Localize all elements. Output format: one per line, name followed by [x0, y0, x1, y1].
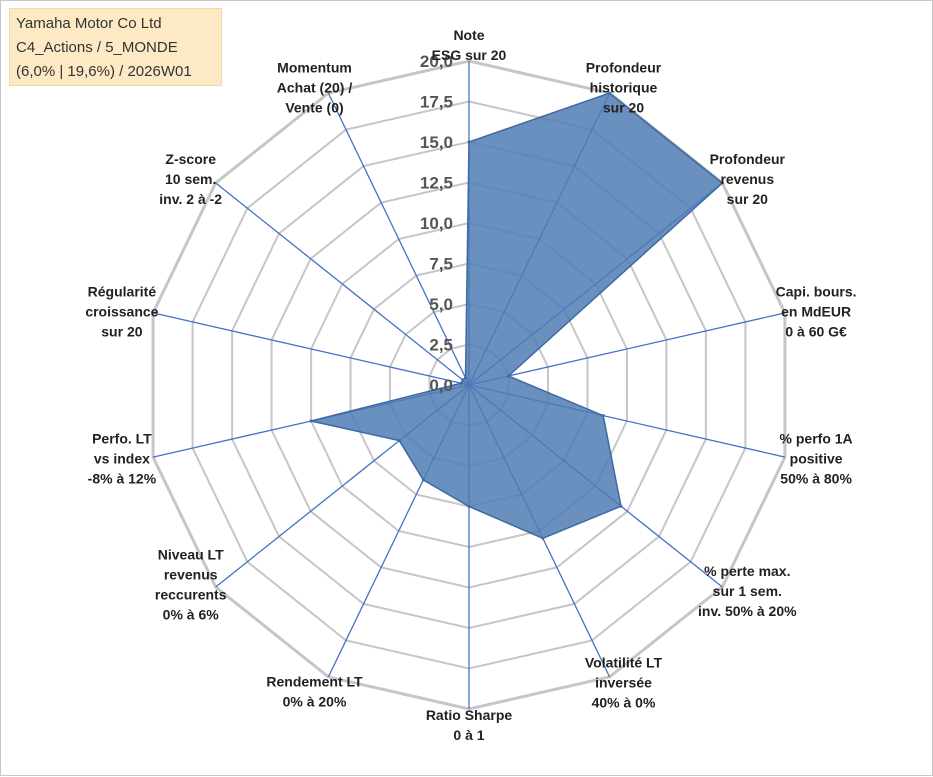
category-label-line: Régularité — [88, 284, 157, 300]
category-label-3: Profondeur revenus sur 20 — [710, 151, 786, 207]
category-label-line: Achat (20) / — [277, 80, 353, 96]
category-label-line: inv. 2 à -2 — [159, 191, 222, 207]
category-label-line: Profondeur — [710, 151, 786, 167]
category-label-line: 40% à 0% — [592, 694, 656, 710]
category-label-line: revenus — [720, 171, 774, 187]
category-label-line: 0% à 20% — [283, 693, 347, 709]
data-point-3 — [720, 181, 724, 185]
tick-label-0: 0,0 — [429, 376, 453, 395]
category-label-line: inversée — [595, 674, 652, 690]
category-label-line: sur 20 — [603, 100, 644, 116]
data-point-10 — [397, 439, 401, 443]
tick-label-2: 5,0 — [429, 295, 453, 314]
data-point-7 — [541, 536, 545, 540]
data-point-8 — [467, 505, 471, 508]
category-label-line: Capi. bours. — [776, 284, 857, 300]
category-label-line: Vente (0) — [285, 100, 343, 116]
data-point-12 — [459, 381, 463, 385]
category-label-10: Niveau LT revenus reccurents 0% à 6% — [155, 547, 227, 623]
tick-label-1: 2,5 — [429, 336, 453, 355]
spoke-12 — [152, 312, 470, 386]
category-label-line: croissance — [85, 304, 158, 320]
category-label-line: -8% à 12% — [88, 470, 157, 486]
category-label-line: sur 20 — [727, 191, 768, 207]
data-point-4 — [507, 374, 510, 378]
data-point-5 — [601, 414, 605, 418]
series-area-1 — [310, 92, 724, 540]
category-label-11: Perfo. LT vs index -8% à 12% — [88, 430, 157, 486]
category-label-line: revenus — [164, 567, 218, 583]
tick-label-5: 12,5 — [420, 174, 453, 193]
category-label-line: Perfo. LT — [92, 430, 152, 446]
category-label-line: inv. 50% à 20% — [698, 603, 797, 619]
portfolio-path: C4_Actions / 5_MONDE — [16, 39, 178, 56]
category-label-9: Rendement LT 0% à 20% — [266, 673, 363, 709]
tick-label-6: 15,0 — [420, 133, 453, 152]
tick-label-3: 7,5 — [429, 255, 453, 274]
tick-label-4: 10,0 — [420, 214, 453, 233]
data-point-11 — [309, 419, 313, 423]
category-label-13: Z-score 10 sem. inv. 2 à -2 — [159, 151, 222, 207]
category-label-line: ESG sur 20 — [432, 47, 507, 63]
tick-label-8: 20,0 — [420, 52, 453, 71]
data-point-13 — [461, 378, 465, 382]
category-label-line: vs index — [94, 450, 150, 466]
category-label-line: 0% à 6% — [163, 607, 220, 623]
spoke-13 — [215, 182, 470, 386]
category-label-line: sur 20 — [101, 324, 142, 340]
category-label-6: % perte max. sur 1 sem. inv. 50% à 20% — [698, 563, 797, 619]
spoke-14 — [327, 92, 470, 386]
category-label-line: Rendement LT — [266, 673, 363, 689]
category-label-line: positive — [790, 450, 843, 466]
category-label-line: sur 1 sem. — [713, 583, 782, 599]
spoke-4 — [468, 312, 786, 386]
category-label-line: Ratio Sharpe — [426, 707, 513, 723]
category-label-line: historique — [590, 80, 658, 96]
category-label-line: Niveau LT — [158, 547, 224, 563]
category-label-line: Note — [453, 27, 484, 43]
category-label-line: en MdEUR — [781, 304, 851, 320]
category-label-12: Régularité croissance sur 20 — [85, 284, 158, 340]
category-label-1: Note ESG sur 20 — [432, 27, 507, 63]
tick-label-7: 17,5 — [420, 93, 453, 112]
tick-layer: 0,0 2,5 5,0 7,5 10,0 12,5 15,0 17,5 20,0 — [420, 52, 453, 395]
category-label-line: reccurents — [155, 587, 227, 603]
info-box: Yamaha Motor Co Ltd C4_Actions / 5_MONDE… — [9, 8, 222, 86]
category-label-5: % perfo 1A positive 50% à 80% — [780, 430, 853, 486]
data-point-2 — [608, 91, 612, 95]
category-label-line: % perte max. — [704, 563, 790, 579]
category-label-line: Volatilité LT — [585, 654, 663, 670]
data-point-14 — [464, 376, 467, 380]
category-label-4: Capi. bours. en MdEUR 0 à 60 G€ — [776, 284, 857, 340]
params-week: (6,0% | 19,6%) / 2026W01 — [16, 63, 192, 80]
category-label-line: Profondeur — [586, 60, 662, 76]
category-label-line: % perfo 1A — [780, 430, 853, 446]
series-layer — [309, 91, 724, 540]
category-label-line: 0 à 60 G€ — [785, 324, 847, 340]
category-label-line: 10 sem. — [165, 171, 216, 187]
data-point-6 — [619, 504, 623, 508]
category-label-line: Z-score — [165, 151, 216, 167]
category-label-2: Profondeur historique sur 20 — [586, 60, 662, 116]
data-point-1 — [467, 140, 471, 144]
category-label-line: Momentum — [277, 60, 352, 76]
category-label-line: 50% à 80% — [780, 470, 852, 486]
stock-name: Yamaha Motor Co Ltd — [16, 15, 162, 32]
label-layer: Note ESG sur 20 Profondeur historique sur 20… — [85, 27, 856, 743]
data-point-9 — [421, 478, 425, 482]
category-label-8: Ratio Sharpe 0 à 1 — [426, 707, 513, 743]
category-label-line: 0 à 1 — [453, 727, 484, 743]
category-label-7: Volatilité LT inversée 40% à 0% — [585, 654, 663, 710]
category-label-14: Momentum Achat (20) / Vente (0) — [277, 60, 353, 116]
